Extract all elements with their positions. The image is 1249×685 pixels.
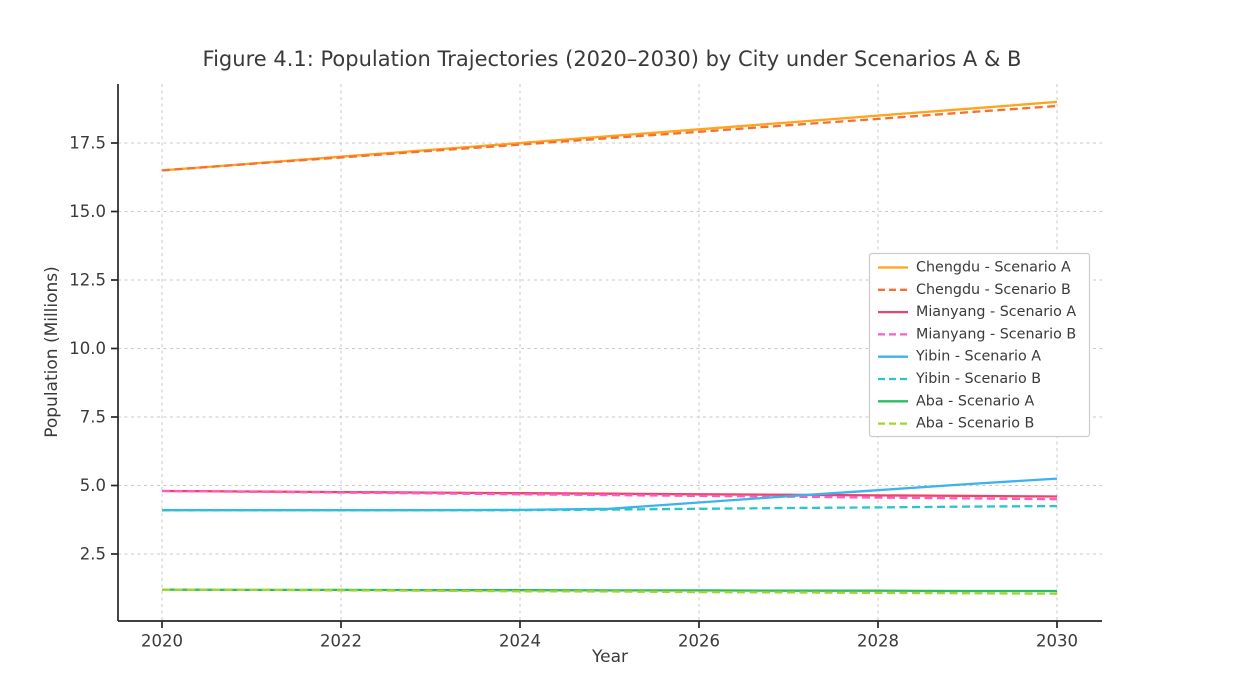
legend-label-aba-scenario-b: Aba - Scenario B <box>916 416 1034 432</box>
y-tick-label: 17.5 <box>69 134 106 153</box>
legend-label-aba-scenario-a: Aba - Scenario A <box>916 393 1035 409</box>
chart-title: Figure 4.1: Population Trajectories (202… <box>203 47 1022 71</box>
y-tick-label: 7.5 <box>80 408 106 427</box>
series-line-mianyang-scenario-a <box>161 489 1058 498</box>
x-tick-label: 2026 <box>678 632 720 651</box>
series-line-chengdu-scenario-a <box>161 100 1058 172</box>
legend-label-yibin-scenario-b: Yibin - Scenario B <box>915 371 1041 387</box>
tick-marks <box>111 142 1058 628</box>
series-line-yibin-scenario-a <box>162 477 1058 512</box>
y-axis-label: Population (Millions) <box>42 266 62 438</box>
legend-label-yibin-scenario-a: Yibin - Scenario A <box>915 349 1041 365</box>
tick-labels: 2.5 5.0 7.5 10.0 12.5 15.0 17.5 2020 2022 2024 202… <box>69 134 1078 651</box>
legend-label-chengdu-scenario-b: Chengdu - Scenario B <box>916 282 1071 298</box>
x-tick-label: 2020 <box>141 632 183 651</box>
legend: Chengdu - Scenario A Chengdu - Scenario B… <box>868 252 1091 438</box>
y-tick-label: 12.5 <box>69 271 106 290</box>
axes-spines <box>117 84 1102 622</box>
x-tick-label: 2028 <box>857 632 899 651</box>
x-tick-label: 2024 <box>499 632 541 651</box>
y-tick-label: 10.0 <box>69 339 106 358</box>
x-axis-label: Year <box>591 647 628 667</box>
legend-label-mianyang-scenario-b: Mianyang - Scenario B <box>916 326 1076 342</box>
x-tick-label: 2030 <box>1036 632 1078 651</box>
legend-label-mianyang-scenario-a: Mianyang - Scenario A <box>916 304 1076 320</box>
y-tick-label: 5.0 <box>80 476 106 495</box>
x-tick-label: 2022 <box>320 632 362 651</box>
series-line-aba-scenario-a <box>161 588 1057 593</box>
y-tick-label: 15.0 <box>69 202 106 221</box>
y-tick-label: 2.5 <box>80 545 106 564</box>
series-lines <box>161 100 1058 595</box>
legend-box <box>868 252 1091 438</box>
legend-label-chengdu-scenario-a: Chengdu - Scenario A <box>916 260 1071 276</box>
